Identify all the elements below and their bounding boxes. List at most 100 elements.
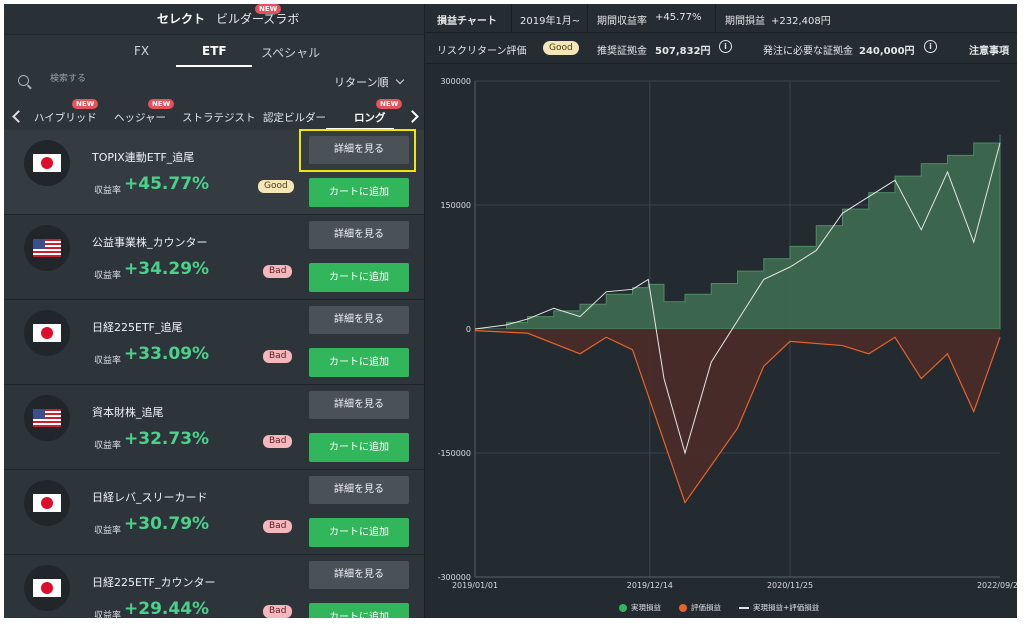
rate-value: +32.73% (124, 429, 210, 449)
flag-avatar (24, 310, 70, 356)
rate-value: +29.44% (124, 599, 210, 618)
chart-panel: 損益チャート 2019年1月~ 期間収益率 +45.77% 期間損益 +232,… (425, 4, 1017, 618)
strategy-name: 日経225ETF_カウンター (92, 576, 216, 589)
top-tabs: セレクト ビルダーズラボ NEW (4, 4, 424, 37)
new-badge: NEW (255, 4, 282, 14)
period-return-label: 期間収益率 (597, 16, 647, 27)
list-item[interactable]: 日経225ETF_追尾 収益率 +33.09% Bad 詳細を見る カートに追加 (4, 300, 424, 385)
x-tick-label: 2019/12/14 (627, 581, 673, 590)
us-flag-icon (33, 409, 61, 427)
strategy-name: 資本財株_追尾 (92, 406, 164, 419)
category-tabs: ハイブリッド NEW ヘッジャー NEW ストラテジスト 認定ビルダー ロング … (4, 97, 424, 132)
japan-flag-icon (33, 579, 61, 597)
tab-select[interactable]: セレクト (142, 12, 220, 37)
list-item[interactable]: 公益事業株_カウンター 収益率 +34.29% Bad 詳細を見る カートに追加 (4, 215, 424, 300)
category-strategist[interactable]: ストラテジスト (182, 112, 256, 124)
info-icon[interactable]: i (924, 40, 937, 53)
chart-title: 損益チャート (437, 16, 497, 27)
new-badge: NEW (72, 99, 99, 109)
add-to-cart-button[interactable]: カートに追加 (309, 263, 409, 292)
view-details-button[interactable]: 詳細を見る (309, 221, 409, 249)
app-window: セレクト ビルダーズラボ NEW FX ETF スペシャル リターン順 ハイブリ… (4, 4, 1017, 618)
tab-builders-lab[interactable]: ビルダーズラボ (216, 12, 300, 26)
rate-value: +45.77% (124, 174, 210, 194)
x-tick-label: 2019/01/01 (452, 581, 498, 590)
divider (715, 4, 716, 32)
list-item[interactable]: 日経レバ_スリーカード 収益率 +30.79% Bad 詳細を見る カートに追加 (4, 470, 424, 555)
total-line (474, 142, 1001, 455)
divider (587, 4, 588, 32)
legend-line (739, 607, 749, 609)
new-badge: NEW (376, 99, 403, 109)
view-details-button[interactable]: 詳細を見る (309, 306, 409, 334)
chevron-down-icon (396, 75, 405, 85)
list-item[interactable]: 日経225ETF_カウンター 収益率 +29.44% Bad 詳細を見る カート… (4, 555, 424, 618)
rating-badge: Bad (263, 435, 293, 448)
rating-badge: Bad (263, 605, 293, 618)
list-item[interactable]: TOPIX連動ETF_追尾 収益率 +45.77% Good 詳細を見る カート… (4, 129, 424, 215)
y-tick-label: -300000 (438, 573, 471, 582)
category-certified-builder[interactable]: 認定ビルダー (263, 112, 326, 124)
info-icon[interactable]: i (719, 40, 732, 53)
legend-dot (679, 604, 687, 612)
strategy-list-panel: セレクト ビルダーズラボ NEW FX ETF スペシャル リターン順 ハイブリ… (4, 4, 425, 618)
add-to-cart-button[interactable]: カートに追加 (309, 603, 409, 618)
us-flag-icon (33, 239, 61, 257)
notes-link[interactable]: 注意事項 (969, 46, 1009, 57)
unrealized-line (474, 330, 1001, 504)
add-to-cart-button[interactable]: カートに追加 (309, 518, 409, 547)
japan-flag-icon (33, 154, 61, 172)
view-details-button[interactable]: 詳細を見る (309, 476, 409, 504)
view-details-button[interactable]: 詳細を見る (309, 561, 409, 589)
active-tab-indicator (176, 65, 252, 67)
legend-realized: 実現損益 (619, 602, 661, 613)
y-tick-label: 0 (466, 325, 471, 334)
view-details-button[interactable]: 詳細を見る (309, 391, 409, 419)
add-to-cart-button[interactable]: カートに追加 (309, 433, 409, 462)
search-row: リターン順 (4, 67, 424, 97)
category-hybrid[interactable]: ハイブリッド (34, 112, 97, 124)
info-icon-wrap[interactable]: i (714, 40, 732, 53)
period-select[interactable]: 2019年1月~ (520, 16, 581, 27)
search-input[interactable] (48, 73, 172, 85)
divider (511, 4, 512, 32)
info-icon-wrap[interactable]: i (919, 40, 937, 53)
tab-fx[interactable]: FX (134, 44, 150, 58)
category-long[interactable]: ロング (354, 112, 386, 124)
required-margin-label: 発注に必要な証拠金 (763, 46, 853, 57)
required-margin-value: 240,000円 (859, 46, 915, 57)
flag-avatar (24, 480, 70, 526)
period-pl-value: +232,408円 (771, 16, 831, 27)
search-icon (18, 75, 29, 86)
list-item[interactable]: 資本財株_追尾 収益率 +32.73% Bad 詳細を見る カートに追加 (4, 385, 424, 470)
tab-etf[interactable]: ETF (202, 44, 227, 58)
tab-special[interactable]: スペシャル (261, 46, 321, 60)
flag-avatar (24, 225, 70, 271)
x-tick-label: 2020/11/25 (767, 581, 813, 590)
y-tick-label: 300000 (440, 77, 471, 86)
legend-total: 実現損益+評価損益 (739, 602, 819, 613)
y-tick-label: -150000 (438, 449, 471, 458)
chevron-right-icon[interactable] (406, 110, 419, 123)
sort-select[interactable]: リターン順 (334, 74, 405, 90)
rate-value: +33.09% (124, 344, 210, 364)
add-to-cart-button[interactable]: カートに追加 (309, 348, 409, 377)
risk-label: リスクリターン評価 (437, 46, 527, 57)
category-hedger[interactable]: ヘッジャー (114, 112, 166, 124)
x-tick-label: 2022/09/26 (977, 581, 1017, 590)
view-details-button[interactable]: 詳細を見る (309, 136, 409, 164)
chart-header: 損益チャート 2019年1月~ 期間収益率 +45.77% 期間損益 +232,… (425, 4, 1017, 33)
rating-badge: Bad (263, 350, 293, 363)
flag-avatar (24, 565, 70, 611)
rate-label: 収益率 (94, 271, 122, 281)
unrealized-area (475, 329, 1000, 503)
period-return-value: +45.77% (655, 12, 702, 23)
rate-value: +30.79% (124, 514, 210, 534)
rate-value: +34.29% (124, 259, 210, 279)
strategy-name: 公益事業株_カウンター (92, 236, 208, 249)
period-pl-label: 期間損益 (725, 16, 765, 27)
add-to-cart-button[interactable]: カートに追加 (309, 178, 409, 207)
rate-label: 収益率 (94, 441, 122, 451)
chevron-left-icon[interactable] (12, 110, 25, 123)
